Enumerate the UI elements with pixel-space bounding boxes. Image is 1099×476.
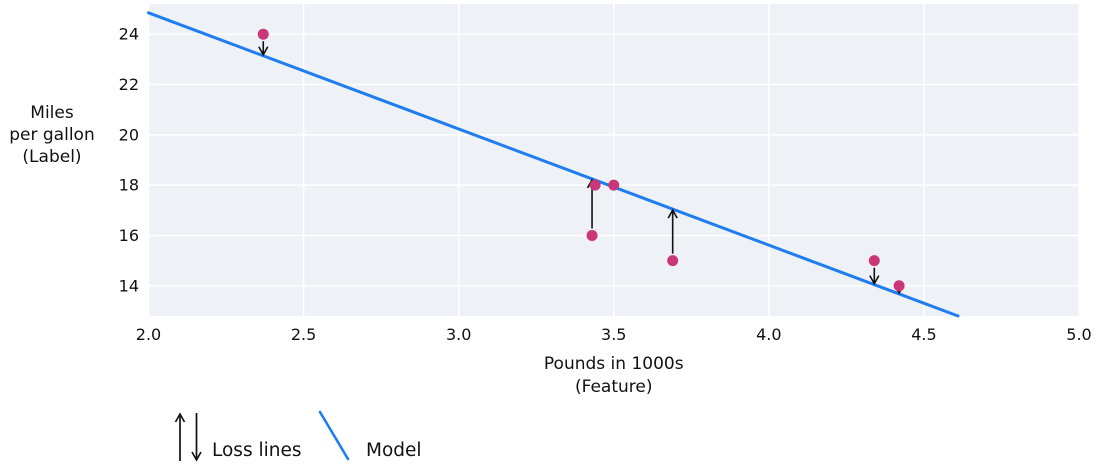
loss-arrowhead <box>869 275 880 286</box>
x-tick-label: 5.0 <box>1066 325 1091 344</box>
x-axis-label-line: (Feature) <box>575 377 653 397</box>
data-point <box>257 28 269 40</box>
data-point <box>589 179 601 191</box>
x-tick-label: 2.0 <box>136 325 161 344</box>
data-points <box>257 28 905 292</box>
loss-arrowhead <box>258 46 269 57</box>
data-point <box>868 255 880 267</box>
model-line <box>147 11 960 318</box>
data-point <box>586 229 598 241</box>
x-axis-label: Pounds in 1000s (Feature) <box>544 354 684 397</box>
legend-model-line <box>318 410 350 461</box>
y-tick-label: 22 <box>119 75 139 94</box>
y-axis-label-line: Miles <box>30 103 74 123</box>
legend-label-model: Model <box>366 440 422 461</box>
data-point <box>893 280 905 292</box>
legend-label-loss-lines: Loss lines <box>212 440 301 461</box>
y-tick-label: 20 <box>119 125 139 144</box>
y-tick-label: 16 <box>119 226 139 245</box>
y-axis-label-line: per gallon <box>9 125 94 145</box>
x-tick-label: 4.0 <box>756 325 781 344</box>
y-tick-label: 18 <box>119 176 139 195</box>
x-tick-label: 3.0 <box>446 325 471 344</box>
x-tick-label: 2.5 <box>291 325 316 344</box>
x-tick-label: 4.5 <box>911 325 936 344</box>
loss-arrowhead <box>191 451 202 462</box>
x-axis-label-line: Pounds in 1000s <box>544 354 684 374</box>
loss-arrowhead <box>667 208 678 219</box>
loss-arrowhead <box>174 412 186 423</box>
y-axis-label-line: (Label) <box>22 147 81 167</box>
legend: Loss lines Model <box>174 410 422 462</box>
data-point <box>667 255 679 267</box>
x-tick-label: 3.5 <box>601 325 626 344</box>
y-tick-label: 14 <box>119 276 139 295</box>
data-point <box>608 179 620 191</box>
tick-labels: 2.0 2.5 3.0 3.5 4.0 4.5 5.0 14 16 18 20 22 24 <box>119 25 1092 344</box>
y-tick-label: 24 <box>119 25 139 44</box>
